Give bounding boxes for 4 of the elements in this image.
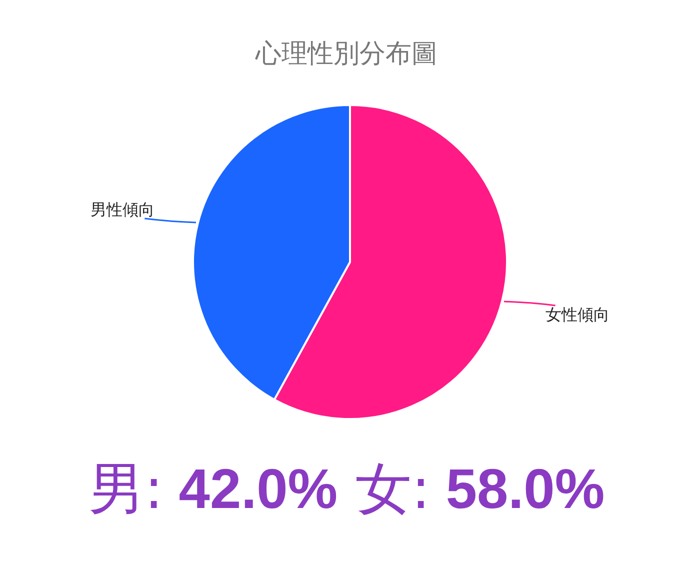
- slice-label: 男性傾向: [90, 200, 154, 219]
- slice-label: 女性傾向: [546, 305, 610, 324]
- chart-title: 心理性別分布圖: [254, 38, 438, 71]
- text: 男: 42.0% 女: 58.0%: [88, 457, 605, 522]
